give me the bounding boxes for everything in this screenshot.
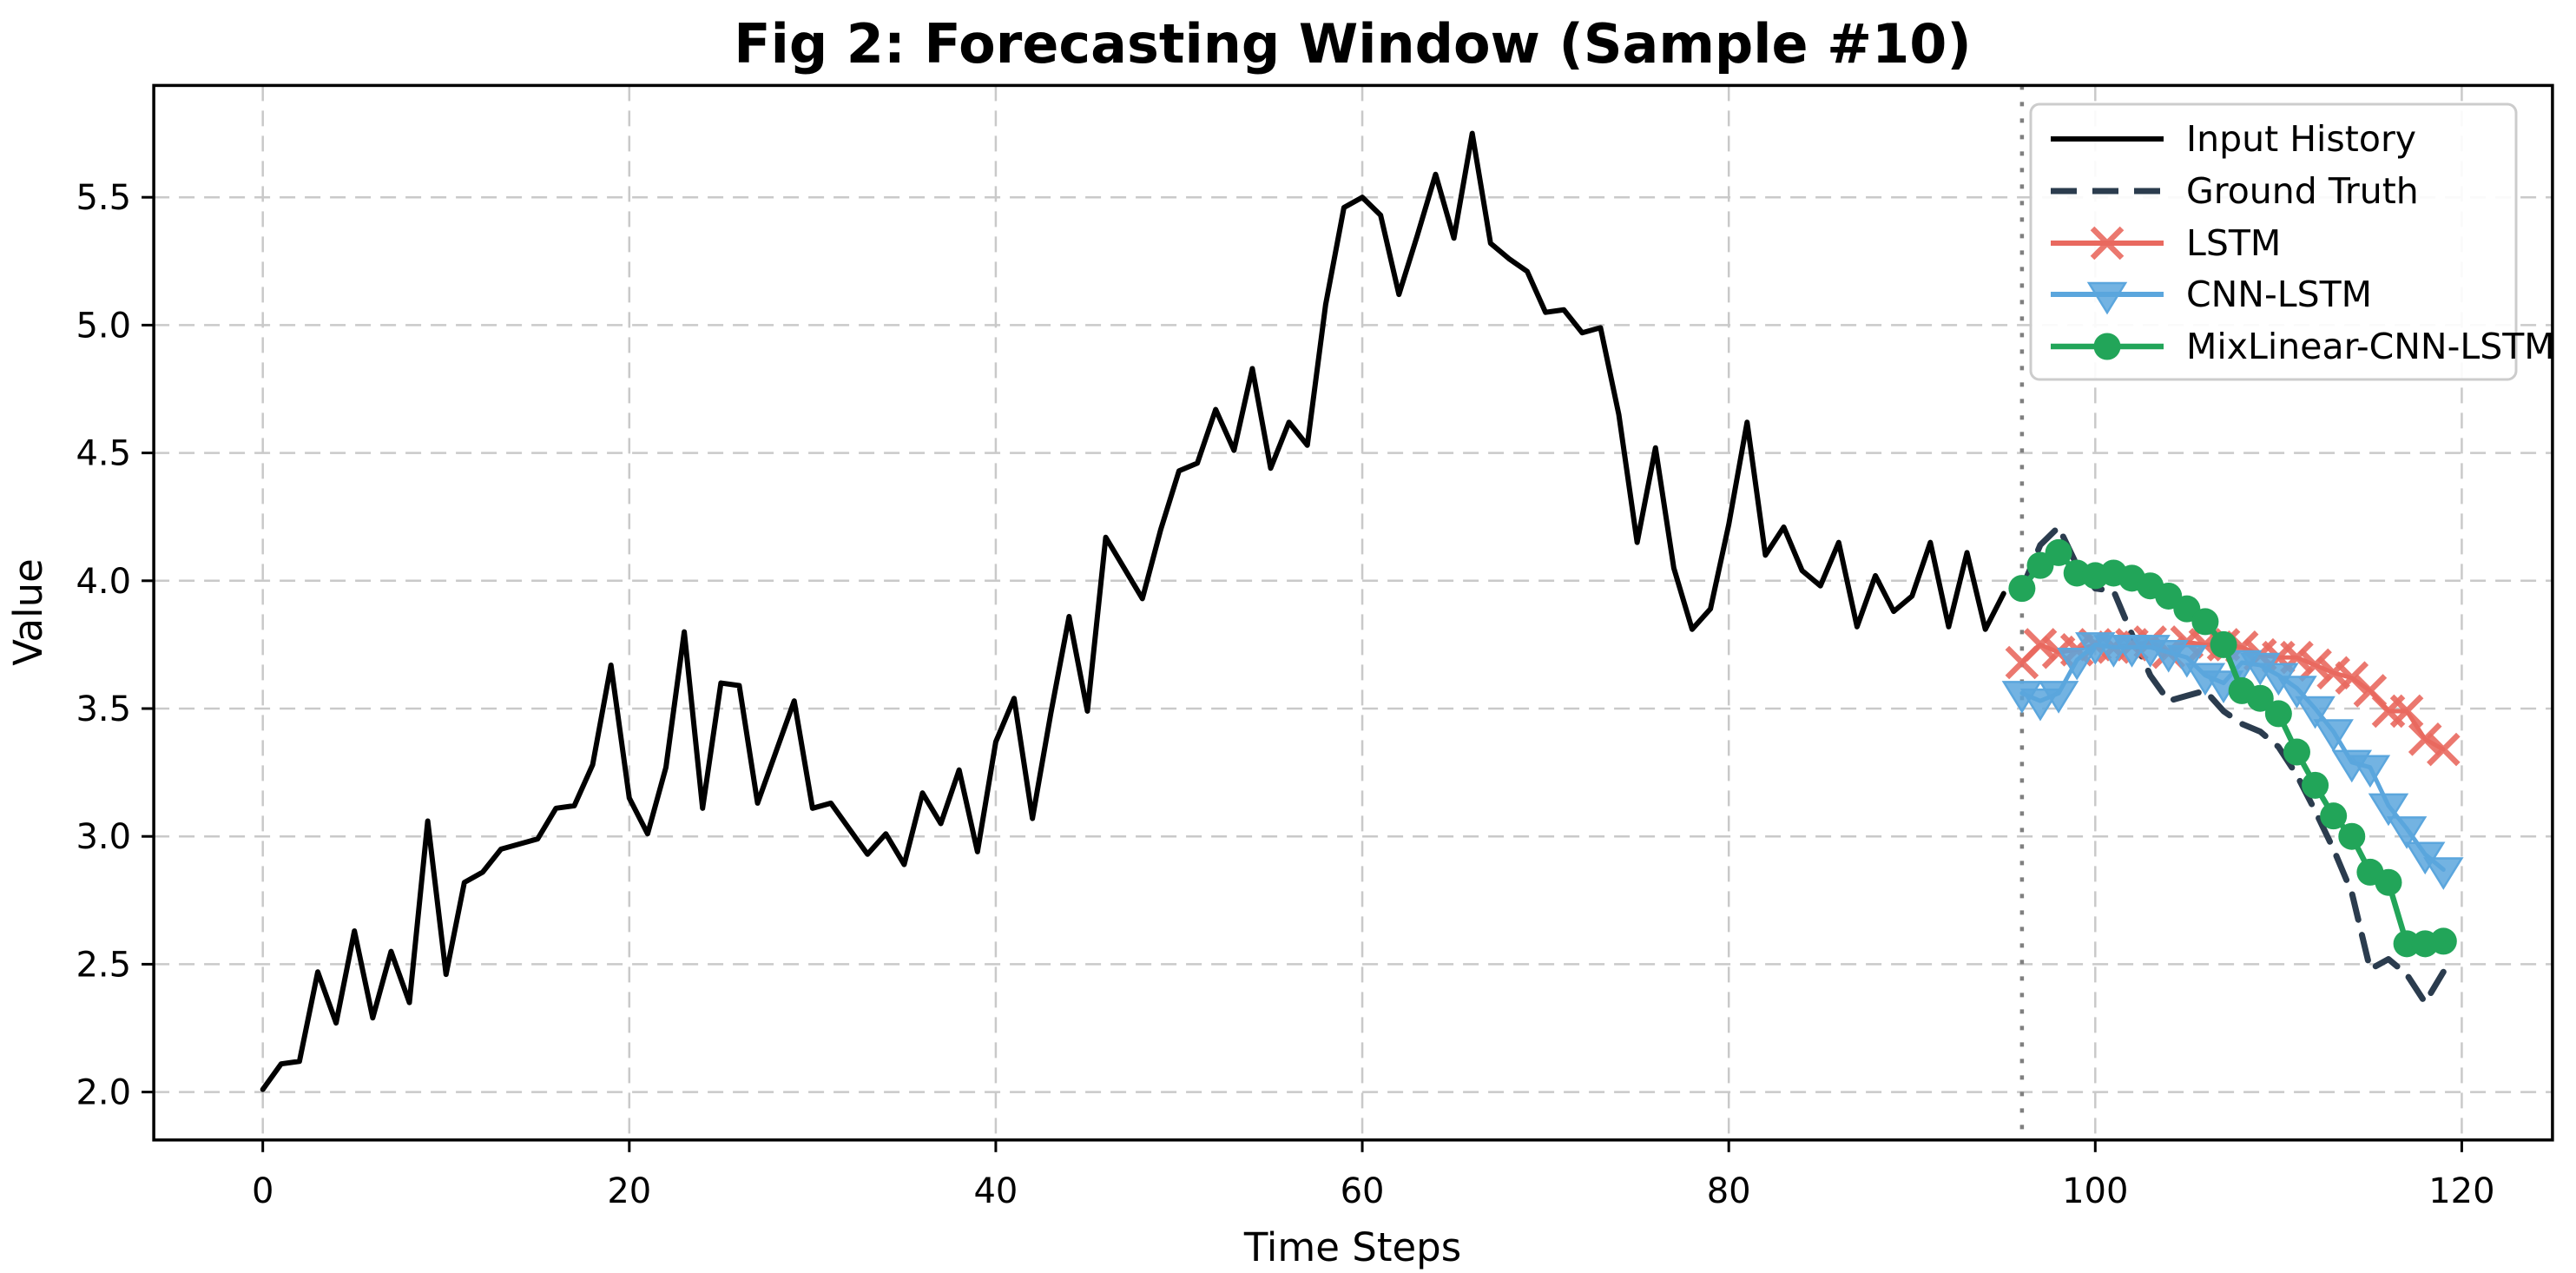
y-tick-label: 4.5 [76, 434, 131, 474]
circle-marker [2264, 700, 2292, 728]
triangle-down-marker [2423, 857, 2464, 890]
triangle-down-marker [2349, 755, 2391, 788]
legend-layer: Input History Ground Truth LSTM CNN-LSTM Mix… [2029, 102, 2555, 381]
series-mixlinear-cnn-lstm [2008, 538, 2457, 958]
y-tick-label: 3.0 [76, 817, 131, 857]
circle-marker [2210, 630, 2237, 658]
y-tick-label: 5.5 [76, 178, 131, 218]
triangle-down-marker [2166, 644, 2208, 678]
circle-marker [2283, 738, 2310, 766]
x-tick-label: 100 [2062, 1171, 2128, 1211]
x-marker [2335, 661, 2369, 695]
x-tick-label: 60 [1341, 1171, 1385, 1211]
legend-entry-input-history: Input History [2051, 118, 2416, 160]
triangle-down-marker [2056, 647, 2098, 681]
triangle-down-marker [2313, 719, 2354, 752]
x-tick-label: 80 [1707, 1171, 1751, 1211]
x-tick-label: 40 [973, 1171, 1018, 1211]
legend-entry-lstm: LSTM [2051, 222, 2281, 264]
x-tick-label: 120 [2428, 1171, 2494, 1211]
series-line [260, 130, 2006, 1092]
circle-marker [2093, 333, 2121, 360]
x-marker [2389, 694, 2424, 729]
legend-entry-label: Input History [2186, 118, 2416, 160]
triangle-down-marker [2038, 681, 2079, 714]
circle-marker [2375, 868, 2402, 896]
x-marker [2023, 628, 2058, 662]
x-tick-label: 0 [252, 1171, 273, 1211]
plot-spines [152, 83, 2554, 1142]
y-axis-label: Value [5, 558, 51, 666]
series-layer [260, 130, 2464, 1092]
y-tick-label: 5.0 [76, 306, 131, 346]
legend-entry-ground-truth: Ground Truth [2051, 170, 2419, 212]
triangle-down-marker [2086, 281, 2128, 315]
axes-layer: 0 20 40 60 80 100 120 2.0 2.5 3.0 3.5 4.0 4.5 5.0 5.5 [76, 83, 2554, 1211]
x-marker [2298, 648, 2332, 683]
triangle-down-marker [2295, 696, 2336, 729]
y-tick-label: 3.5 [76, 689, 131, 729]
circle-marker [2191, 608, 2219, 636]
y-tick-label: 2.0 [76, 1073, 131, 1113]
x-marker [2090, 226, 2125, 261]
circle-marker [2338, 822, 2366, 850]
triangle-down-marker [2368, 793, 2409, 827]
legend-entry-cnn-lstm: CNN-LSTM [2051, 274, 2372, 315]
legend-entry-label: LSTM [2186, 222, 2281, 264]
circle-marker [2429, 927, 2457, 955]
circle-marker [2008, 575, 2036, 603]
triangle-down-marker [2386, 816, 2428, 849]
chart-title: Fig 2: Forecasting Window (Sample #10) [734, 12, 1972, 76]
circle-marker [2302, 771, 2329, 799]
legend-entry-mixlinear-cnn-lstm: MixLinear-CNN-LSTM [2051, 326, 2555, 367]
series-input-history [260, 130, 2006, 1092]
legend-entry-label: CNN-LSTM [2186, 274, 2372, 315]
circle-marker [2320, 802, 2348, 830]
x-marker [2427, 732, 2461, 767]
legend-entry-label: MixLinear-CNN-LSTM [2186, 326, 2555, 367]
y-tick-label: 2.5 [76, 945, 131, 985]
x-axis-label: Time Steps [1243, 1224, 1461, 1270]
legend-entry-label: Ground Truth [2186, 170, 2419, 212]
y-tick-label: 4.0 [76, 562, 131, 602]
legend-box [2029, 102, 2518, 381]
circle-marker [2045, 538, 2072, 566]
x-marker [2408, 722, 2442, 756]
circle-marker [2246, 684, 2274, 712]
x-tick-label: 20 [607, 1171, 651, 1211]
triangle-down-marker [2276, 676, 2317, 709]
